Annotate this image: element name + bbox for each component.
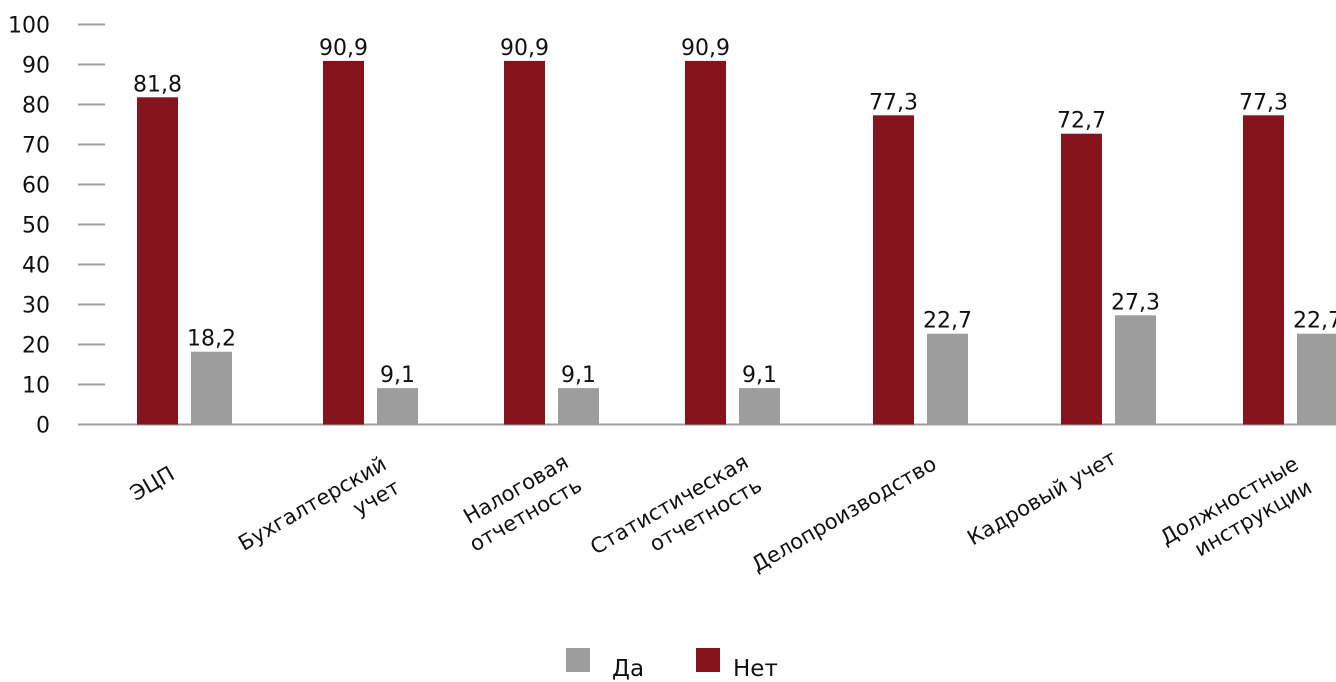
y-tick-label: 60 xyxy=(22,174,50,199)
y-tick-label: 100 xyxy=(8,14,50,39)
bar-net xyxy=(685,60,726,425)
y-tick-label: 20 xyxy=(22,334,50,359)
y-tick-label: 80 xyxy=(22,94,50,119)
x-tick-label-line: Кадровый учет xyxy=(963,446,1120,551)
data-label-da: 18,2 xyxy=(187,327,236,352)
bar-da xyxy=(927,333,968,425)
data-label-net: 77,3 xyxy=(1239,90,1288,115)
x-tick-label-line: ЭЦП xyxy=(126,462,179,506)
y-tick-label: 30 xyxy=(22,294,50,319)
legend-swatch-da xyxy=(566,648,590,672)
y-tick-label: 90 xyxy=(22,54,50,79)
data-label-da: 9,1 xyxy=(742,363,777,388)
y-tick-label: 0 xyxy=(36,414,50,439)
data-label-da: 22,7 xyxy=(923,309,972,334)
bar-net xyxy=(137,97,178,425)
y-tick-label: 70 xyxy=(22,134,50,159)
legend-swatch-net xyxy=(696,648,720,672)
data-label-net: 77,3 xyxy=(869,90,918,115)
data-label-da: 27,3 xyxy=(1111,290,1160,315)
y-tick-label: 10 xyxy=(22,374,50,399)
x-tick-label: ЭЦП xyxy=(126,462,179,506)
data-label-net: 90,9 xyxy=(500,36,549,61)
bar-da xyxy=(377,388,418,425)
bar-da xyxy=(558,388,599,425)
bar-net xyxy=(873,115,914,425)
bar-net xyxy=(1061,133,1102,425)
bar-net xyxy=(323,60,364,425)
x-tick-label: Кадровый учет xyxy=(963,446,1120,551)
data-label-da: 9,1 xyxy=(380,363,415,388)
legend-label-da: Да xyxy=(612,656,645,682)
x-tick-label: Делопроизводство xyxy=(747,452,940,577)
bar-net xyxy=(504,60,545,425)
data-label-net: 90,9 xyxy=(681,36,730,61)
x-tick-label-line: Делопроизводство xyxy=(747,452,940,577)
data-label-da: 22,7 xyxy=(1293,309,1336,334)
data-label-da: 9,1 xyxy=(561,363,596,388)
data-label-net: 72,7 xyxy=(1057,109,1106,134)
legend-label-net: Нет xyxy=(733,656,778,682)
bar-da xyxy=(739,388,780,425)
bar-da xyxy=(1115,315,1156,425)
bar-net xyxy=(1243,115,1284,425)
y-tick-label: 50 xyxy=(22,214,50,239)
bar-da xyxy=(1297,333,1336,425)
bar-da xyxy=(191,351,232,425)
data-label-net: 81,8 xyxy=(133,72,182,97)
y-tick-label: 40 xyxy=(22,254,50,279)
data-label-net: 90,9 xyxy=(319,36,368,61)
